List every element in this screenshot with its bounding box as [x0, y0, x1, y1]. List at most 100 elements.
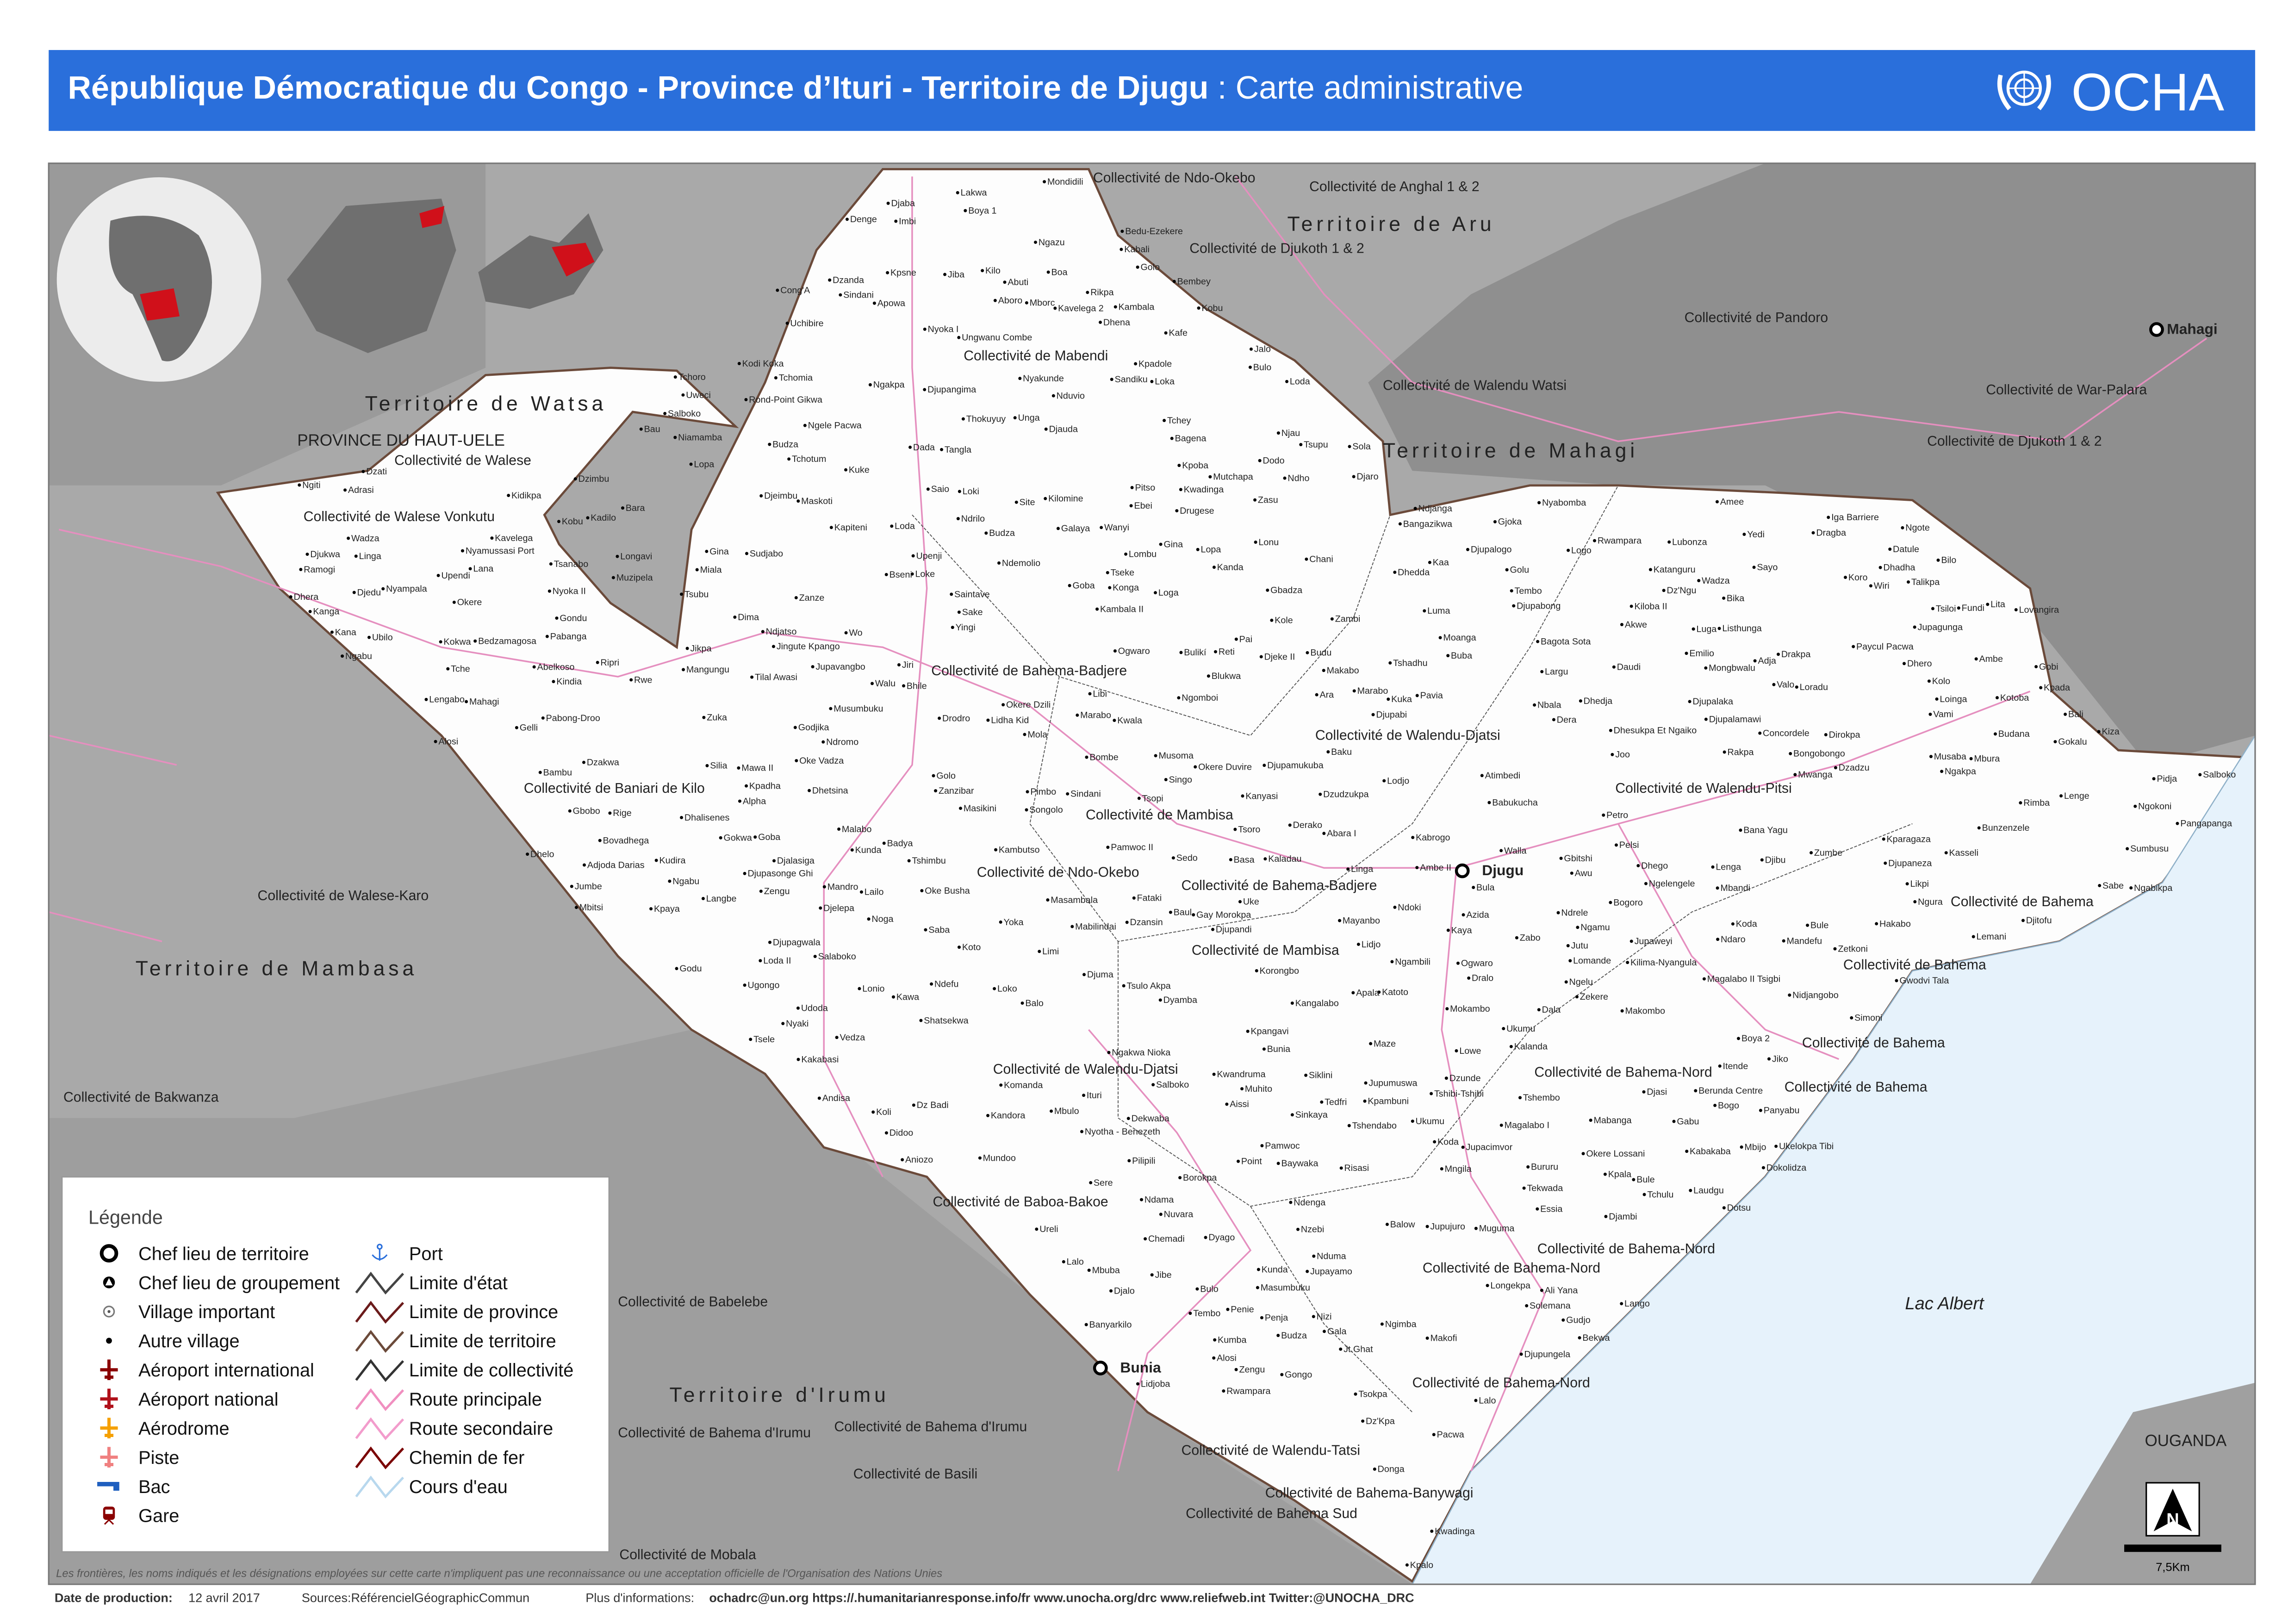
village-marker: [1113, 719, 1116, 722]
village-marker: [1177, 464, 1181, 467]
chief-town-marker[interactable]: [1455, 863, 1470, 878]
place-label: Tsiloi: [1936, 604, 1956, 614]
village-marker: [1578, 1336, 1581, 1340]
place-label: Ngabu: [672, 876, 699, 886]
place-label: Badya: [887, 838, 913, 848]
village-marker: [1474, 1399, 1478, 1402]
un-emblem-icon: [1997, 70, 2051, 111]
village-marker: [839, 293, 842, 297]
djugu-territory[interactable]: [216, 168, 2253, 1583]
village-marker: [1928, 712, 1932, 716]
collectivity-label: Collectivité de Bahema-Nord: [1423, 1260, 1600, 1276]
village-marker: [1685, 652, 1688, 655]
village-marker: [1380, 1322, 1384, 1326]
village-marker: [1522, 1186, 1526, 1190]
village-marker: [926, 487, 930, 491]
village-marker: [924, 928, 927, 932]
place-label: Walu: [875, 678, 896, 689]
place-label: Largu: [1545, 667, 1568, 677]
more-info-links[interactable]: ochadrc@un.org https://.humanitarianresp…: [709, 1591, 1414, 1605]
place-label: Ara: [1319, 690, 1334, 700]
village-marker: [673, 436, 677, 439]
collectivity-label: Collectivité de Bahema-Nord: [1534, 1065, 1712, 1080]
village-marker: [733, 616, 737, 619]
village-marker: [1611, 753, 1614, 756]
place-label: Rwampara: [1226, 1386, 1270, 1396]
place-label: Drakpa: [1781, 649, 1811, 660]
place-label: Andisa: [822, 1093, 850, 1103]
village-marker: [1229, 858, 1232, 861]
chief-town-marker[interactable]: [1093, 1361, 1108, 1375]
place-label: Talikpa: [1911, 577, 1940, 587]
village-marker: [1993, 732, 1997, 736]
village-marker: [1702, 977, 1706, 981]
village-marker: [1330, 617, 1334, 621]
village-marker: [1110, 378, 1113, 381]
place-label: Lakwa: [961, 188, 987, 198]
place-label: Gobi: [2039, 662, 2059, 672]
place-label: Ndromo: [826, 737, 858, 747]
village-marker: [1014, 500, 1018, 504]
village-marker: [1510, 589, 1513, 593]
village-marker: [1552, 718, 1555, 722]
village-marker: [1731, 922, 1735, 926]
place-label: Loda: [895, 521, 915, 531]
village-marker: [1026, 790, 1029, 794]
place-label: Ukelokpa Tibi: [1779, 1141, 1834, 1151]
sources: Sources:RéférencielGéographicCommun: [302, 1591, 529, 1605]
north-label: N: [2166, 1510, 2179, 1530]
place-label: Dodo: [1263, 456, 1284, 466]
place-label: Tsulo Akpa: [1127, 981, 1171, 991]
place-label: Jiba: [948, 269, 964, 280]
place-label: Djupamukuba: [1267, 760, 1324, 771]
place-label: Bula: [1476, 883, 1494, 893]
village-marker: [1852, 645, 1855, 648]
village-marker: [1824, 733, 1828, 737]
place-label: Musoma: [1158, 751, 1194, 761]
place-label: Dzati: [366, 467, 387, 477]
place-label: Siklini: [1309, 1070, 1332, 1081]
collectivity-labels: Collectivité de Ndo-Okebo Collectivité de…: [63, 170, 2147, 1562]
place-label: Djibu: [1765, 855, 1786, 865]
chief-town-marker[interactable]: [2149, 322, 2164, 337]
village-marker: [1266, 588, 1269, 592]
place-label: Pimbo: [1030, 787, 1056, 797]
collectivity-label: Collectivité de Bahema-Nord: [1537, 1241, 1715, 1257]
village-marker: [1927, 679, 1931, 683]
village-marker: [794, 596, 798, 599]
village-marker: [950, 592, 953, 596]
place-label: Djukwa: [310, 549, 340, 560]
village-marker: [679, 592, 683, 596]
airport-international-icon: [100, 1359, 118, 1381]
village-marker: [1428, 560, 1431, 564]
place-labels: Baku Ebei Kaladau Koto Golu Site Pai Jupavangbo…: [289, 177, 2236, 1570]
place-label: Udoda: [801, 1003, 828, 1014]
village-marker: [2039, 686, 2043, 690]
village-marker: [1035, 1227, 1039, 1231]
place-label: Tseke: [1111, 568, 1134, 578]
village-marker: [1834, 766, 1837, 770]
village-marker: [1593, 539, 1596, 542]
village-marker: [490, 536, 494, 540]
village-marker: [1620, 1302, 1623, 1306]
place-label: Jupumuswa: [1368, 1078, 1417, 1088]
place-label: Kidikpa: [511, 491, 541, 501]
village-marker: [1144, 1237, 1147, 1241]
place-label: Dzimbu: [578, 474, 610, 484]
village-marker: [541, 716, 545, 720]
village-marker: [1371, 713, 1375, 716]
place-label: Upenji: [916, 551, 942, 561]
village-marker: [1844, 575, 1847, 579]
place-label: Tchotum: [792, 454, 826, 464]
north-arrow-icon: N: [2146, 1482, 2200, 1537]
village-marker: [555, 616, 559, 620]
place-label: Gokalu: [2058, 737, 2087, 747]
legend-label: Village important: [138, 1302, 275, 1322]
village-marker: [1346, 867, 1350, 871]
legend-item: Limite de collectivité: [355, 1359, 573, 1382]
place-label: Okere Lossani: [1586, 1149, 1645, 1159]
village-marker: [1100, 526, 1103, 529]
village-marker: [1312, 1254, 1316, 1258]
village-marker: [872, 301, 876, 305]
